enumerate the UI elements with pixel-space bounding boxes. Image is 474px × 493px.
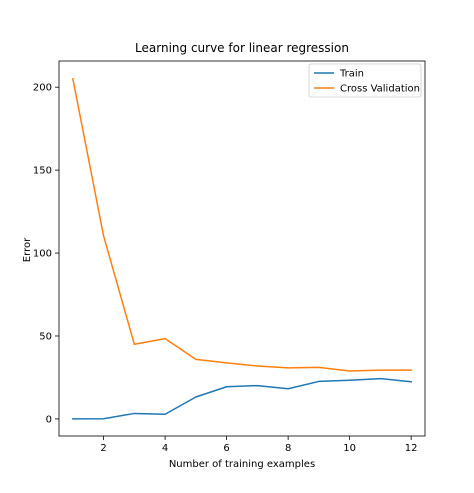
legend-label: Train [339,69,364,80]
x-axis-label: Number of training examples [169,459,315,470]
series-line-0 [72,377,412,420]
x-tick-label: 2 [100,443,106,454]
chart-title: Learning curve for linear regression [135,41,349,55]
x-tick-label: 6 [223,443,229,454]
legend-box [308,63,422,98]
x-tick-label: 4 [162,443,168,454]
y-tick-label: 0 [46,414,52,425]
y-tick-label: 200 [33,83,52,94]
x-tick-label: 12 [405,443,418,454]
y-tick-label: 50 [39,331,52,342]
y-axis-label: Error [22,237,33,262]
series-line-1 [71,77,412,372]
legend: Train Cross Validation [308,63,422,98]
y-axis-ticks: 0 50 100 150 200 [33,83,59,425]
x-tick-label: 10 [343,443,356,454]
y-tick-label: 100 [33,249,52,260]
x-tick-label: 8 [285,443,291,454]
plot-area [58,60,426,437]
legend-label: Cross Validation [340,84,420,95]
series-lines [71,77,412,420]
x-axis-ticks: 2 4 6 8 10 12 [100,436,418,454]
y-tick-label: 150 [33,166,52,177]
